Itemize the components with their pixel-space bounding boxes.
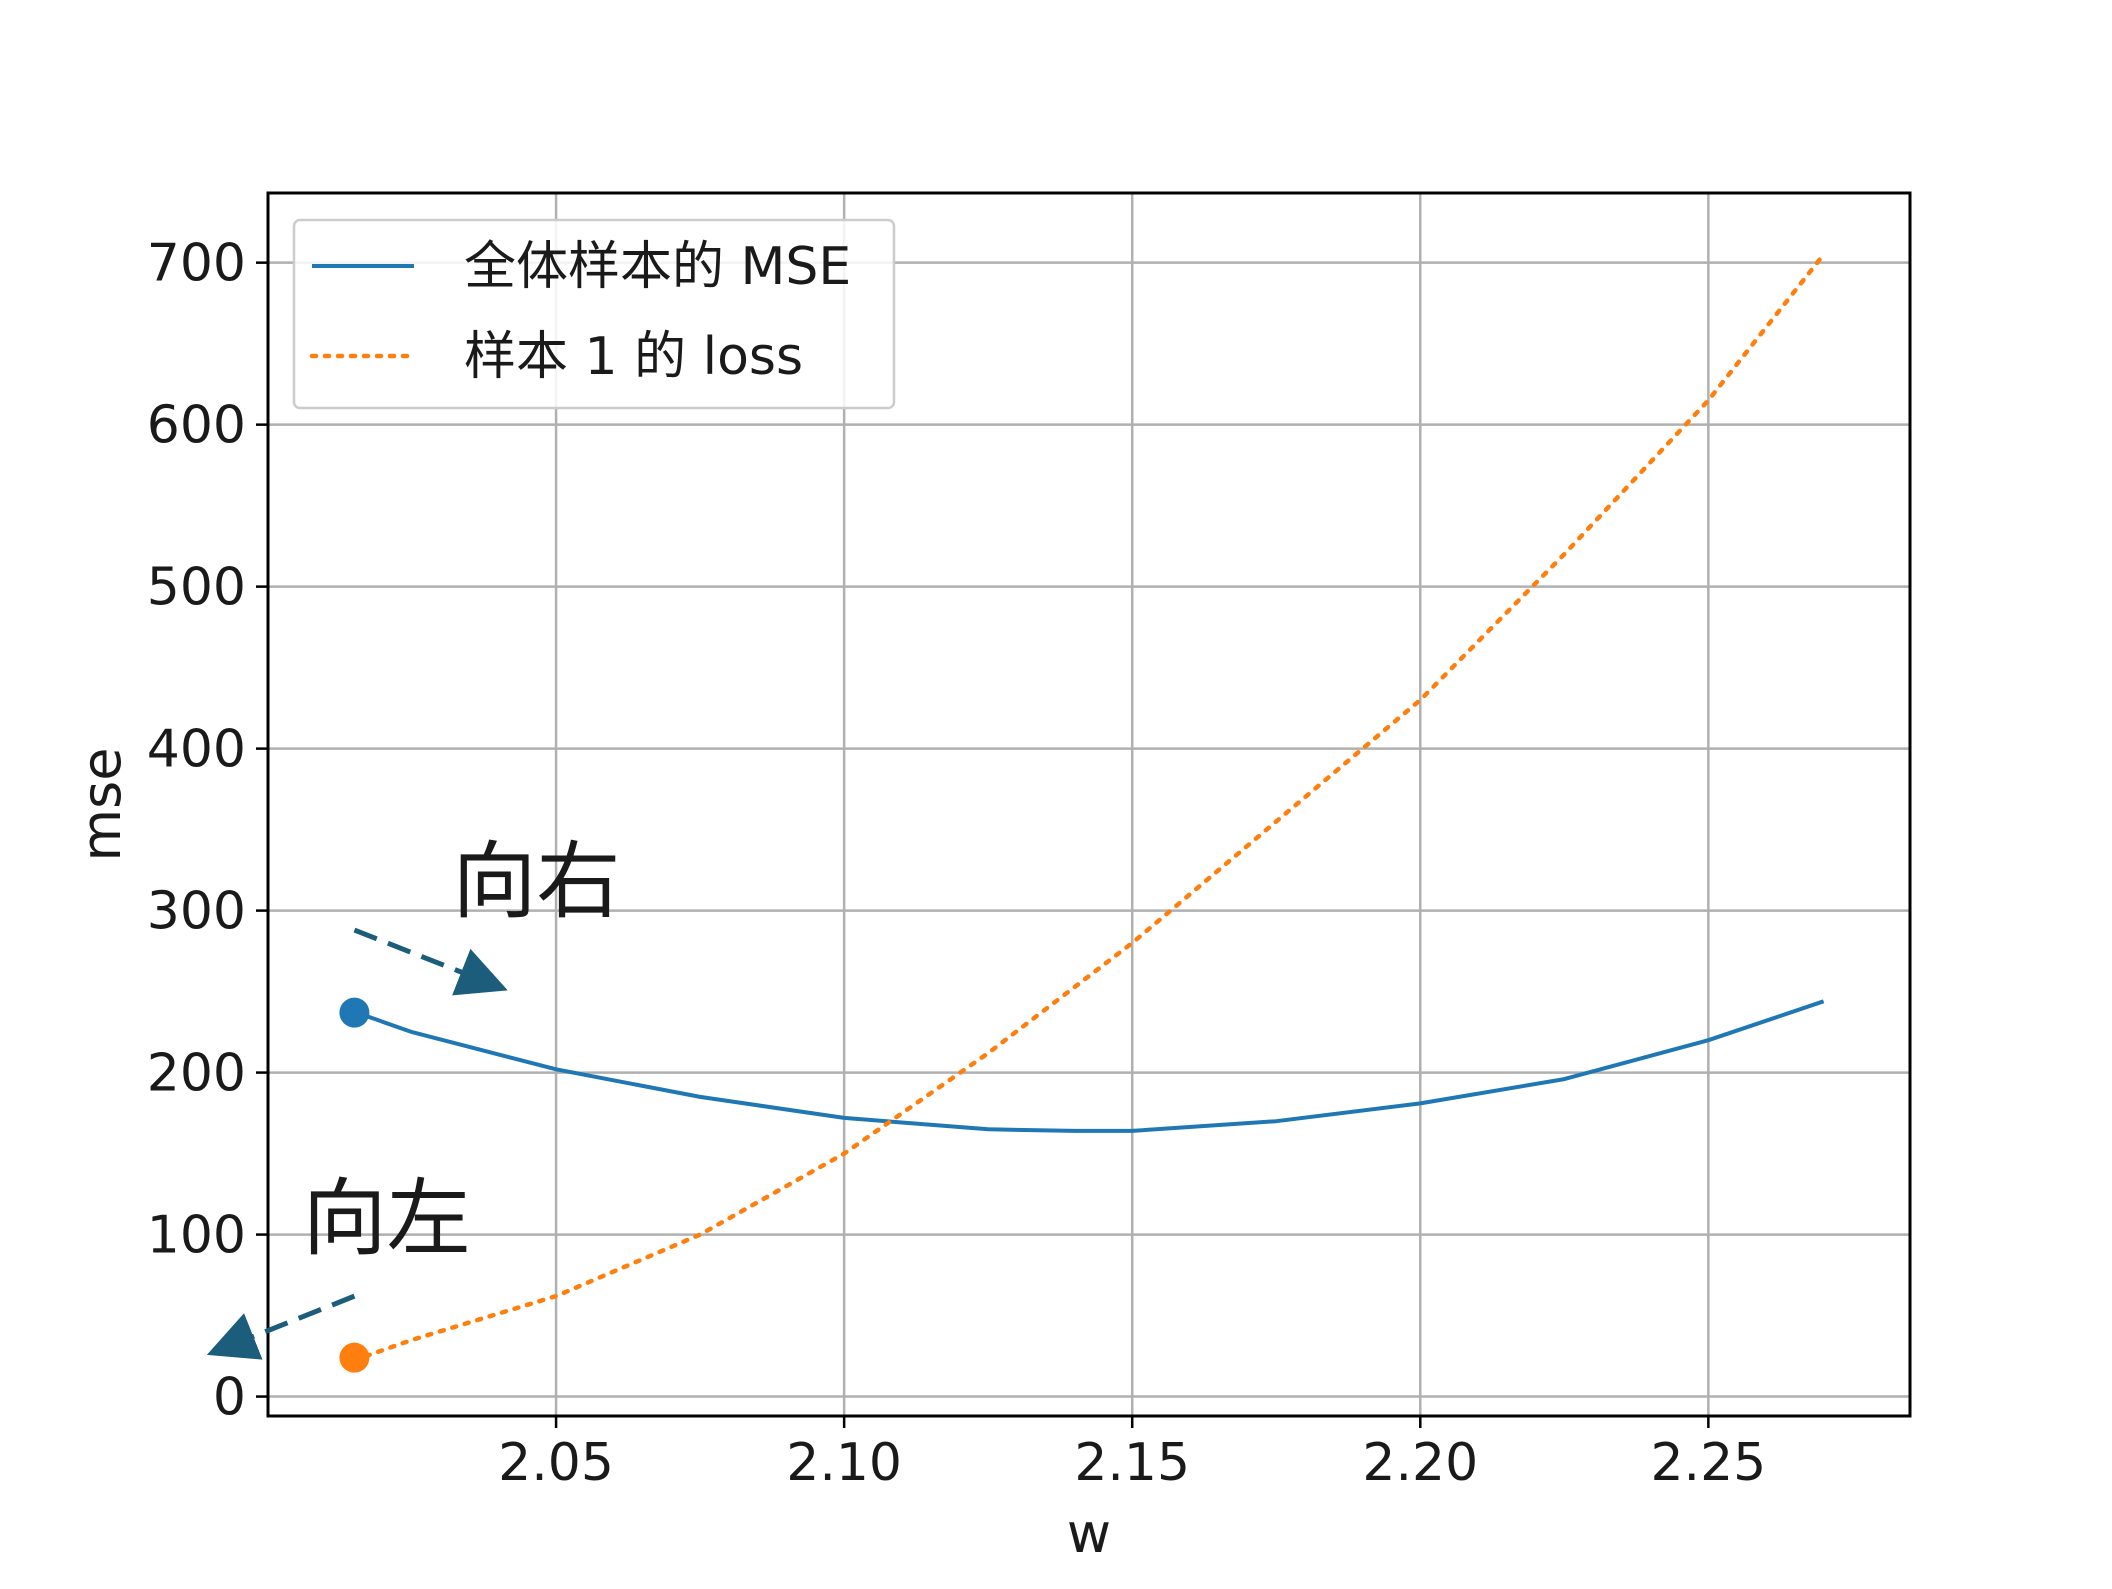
x-tick-label: 2.25 (1650, 1433, 1766, 1493)
y-tick-label: 100 (147, 1206, 246, 1266)
annotation-arrow-1 (353, 927, 508, 996)
series-line-1 (342, 999, 1825, 1133)
grid (268, 193, 1910, 1416)
legend-box (292, 218, 896, 410)
series-layer (342, 252, 1826, 1359)
start-point-marker-2 (339, 1342, 370, 1373)
y-tick-label: 700 (147, 234, 246, 294)
x-tick-label: 2.05 (498, 1433, 614, 1493)
y-tick-label: 300 (147, 882, 246, 942)
plot-frame (266, 191, 1912, 1418)
y-tick-label: 500 (147, 558, 246, 618)
y-axis-label: mse (70, 748, 133, 862)
y-tick-label: 200 (147, 1044, 246, 1104)
x-tick-label: 2.20 (1362, 1433, 1478, 1493)
x-axis-label: w (1067, 1502, 1111, 1565)
y-tick-label: 600 (147, 396, 246, 456)
x-tick-label: 2.10 (786, 1433, 902, 1493)
marker-layer (339, 997, 370, 1373)
start-point-marker-1 (339, 997, 370, 1028)
tick-layer: 2.05 2.10 2.15 2.20 2.25 0 100 200 300 400 500 600 7… (147, 234, 1767, 1493)
y-tick-label: 400 (147, 720, 246, 780)
legend-label-2: 样本 1 的 loss (464, 327, 803, 387)
legend: 全体样本的 MSE 样本 1 的 loss (292, 218, 896, 410)
annotation-arrow-2 (206, 1293, 356, 1360)
legend-label-1: 全体样本的 MSE (464, 237, 851, 297)
x-tick-label: 2.15 (1074, 1433, 1190, 1493)
y-tick-label: 0 (213, 1368, 246, 1428)
annotation-text-2: 向左 (303, 1170, 471, 1268)
series-line-2 (363, 252, 1826, 1359)
annotation-text-1: 向右 (452, 833, 620, 931)
